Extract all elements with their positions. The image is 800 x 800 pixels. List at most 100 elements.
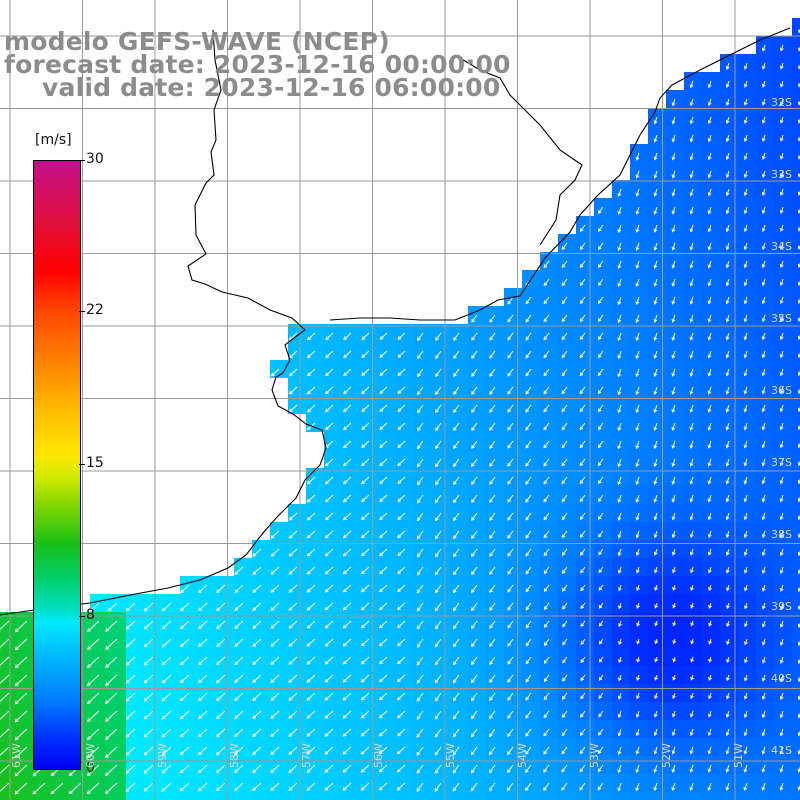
wind-arrow-head [507, 570, 511, 575]
wind-arrow-head [198, 679, 202, 684]
wind-arrow [726, 386, 730, 394]
wind-arrow-head [525, 606, 530, 611]
wind-arrow [561, 368, 568, 376]
wind-arrow [453, 440, 460, 449]
wind-arrow [379, 710, 388, 719]
wind-arrow [325, 656, 334, 665]
wind-arrow-head [507, 715, 511, 719]
wind-arrow-head [489, 661, 493, 665]
wind-speed-cell [324, 792, 342, 800]
wind-arrow-head [579, 516, 584, 521]
wind-arrow [417, 404, 424, 413]
wind-arrow-head [689, 120, 694, 125]
wind-arrow [306, 710, 316, 719]
wind-arrow-head [579, 480, 584, 485]
wind-arrow [580, 260, 586, 268]
wind-arrow [361, 656, 370, 665]
wind-arrow [762, 224, 766, 232]
wind-arrow-head [270, 787, 274, 792]
wind-arrow [289, 404, 298, 413]
wind-arrow [343, 728, 352, 737]
wind-arrow-head [161, 607, 166, 612]
wind-arrow-head [597, 426, 602, 431]
wind-arrow [216, 638, 226, 647]
wind-arrow-head [761, 119, 766, 124]
wind-arrow-head [453, 553, 457, 558]
wind-arrow [744, 80, 748, 88]
wind-arrow [762, 530, 766, 538]
wind-arrow-head [743, 264, 748, 269]
wind-arrow [453, 530, 460, 539]
wind-arrow [762, 602, 766, 609]
wind-arrow-head [525, 696, 530, 701]
wind-arrow-head [525, 336, 530, 341]
wind-arrow [471, 440, 478, 449]
wind-arrow [690, 260, 694, 268]
wind-arrow [435, 620, 442, 629]
wind-arrow-head [453, 517, 457, 522]
wind-arrow [180, 746, 190, 756]
wind-arrow-head [689, 210, 694, 215]
wind-arrow-head [471, 625, 475, 630]
wind-arrow-head [342, 534, 347, 539]
wind-arrow [307, 512, 316, 521]
wind-arrow [14, 710, 28, 723]
wind-arrow-head [543, 588, 548, 593]
wind-arrow-head [690, 622, 695, 627]
wind-arrow [708, 134, 712, 142]
wind-arrow [618, 188, 622, 197]
wind-arrow [798, 100, 800, 105]
wind-arrow [379, 404, 388, 412]
wind-arrow [708, 458, 712, 466]
wind-arrow-head [435, 445, 439, 450]
wind-arrow [234, 692, 244, 701]
wind-arrow [579, 386, 586, 394]
wind-arrow-head [361, 552, 365, 557]
wind-arrow-head [288, 643, 293, 647]
wind-speed-cell [792, 90, 800, 108]
lat-label: 38S [771, 528, 792, 541]
wind-arrow [598, 674, 604, 681]
wind-arrow [762, 512, 766, 520]
wind-arrow-head [105, 646, 109, 650]
wind-arrow-head [690, 604, 694, 609]
wind-arrow-head [690, 695, 694, 700]
wind-arrow-head [416, 517, 421, 522]
wind-arrow-head [489, 715, 493, 720]
wind-arrow [561, 422, 568, 430]
wind-arrow [762, 746, 766, 754]
wind-arrow-head [324, 624, 329, 629]
wind-arrow [672, 746, 676, 754]
wind-arrow [434, 764, 442, 774]
wind-arrow-head [489, 445, 493, 449]
wind-arrow [636, 422, 640, 431]
wind-arrow-head [125, 697, 130, 702]
wind-arrow [599, 638, 604, 645]
wind-arrow [543, 350, 550, 358]
wind-arrow [361, 728, 370, 737]
wind-arrow [690, 188, 694, 196]
wind-arrow-head [507, 769, 511, 774]
wind-arrow-head [525, 769, 529, 774]
wind-arrow-head [653, 264, 658, 269]
wind-arrow-head [561, 300, 566, 305]
wind-arrow-head [797, 101, 800, 106]
wind-arrow [324, 764, 334, 773]
wind-arrow-head [543, 750, 547, 755]
wind-arrow-head [489, 733, 493, 738]
wind-arrow-head [161, 733, 166, 738]
wind-arrow-head [761, 552, 766, 557]
wind-arrow-head [725, 282, 730, 287]
wind-arrow [762, 80, 766, 87]
wind-arrow-head [797, 318, 800, 322]
wind-arrow-head [617, 265, 622, 270]
wind-arrow-head [288, 751, 293, 755]
wind-arrow-head [707, 498, 712, 503]
wind-arrow-head [671, 174, 676, 179]
wind-arrow [507, 386, 514, 395]
wind-arrow-head [707, 336, 712, 341]
wind-arrow-head [671, 102, 676, 107]
wind-arrow [708, 764, 712, 772]
wind-arrow-head [234, 643, 239, 648]
wind-arrow [507, 620, 514, 629]
